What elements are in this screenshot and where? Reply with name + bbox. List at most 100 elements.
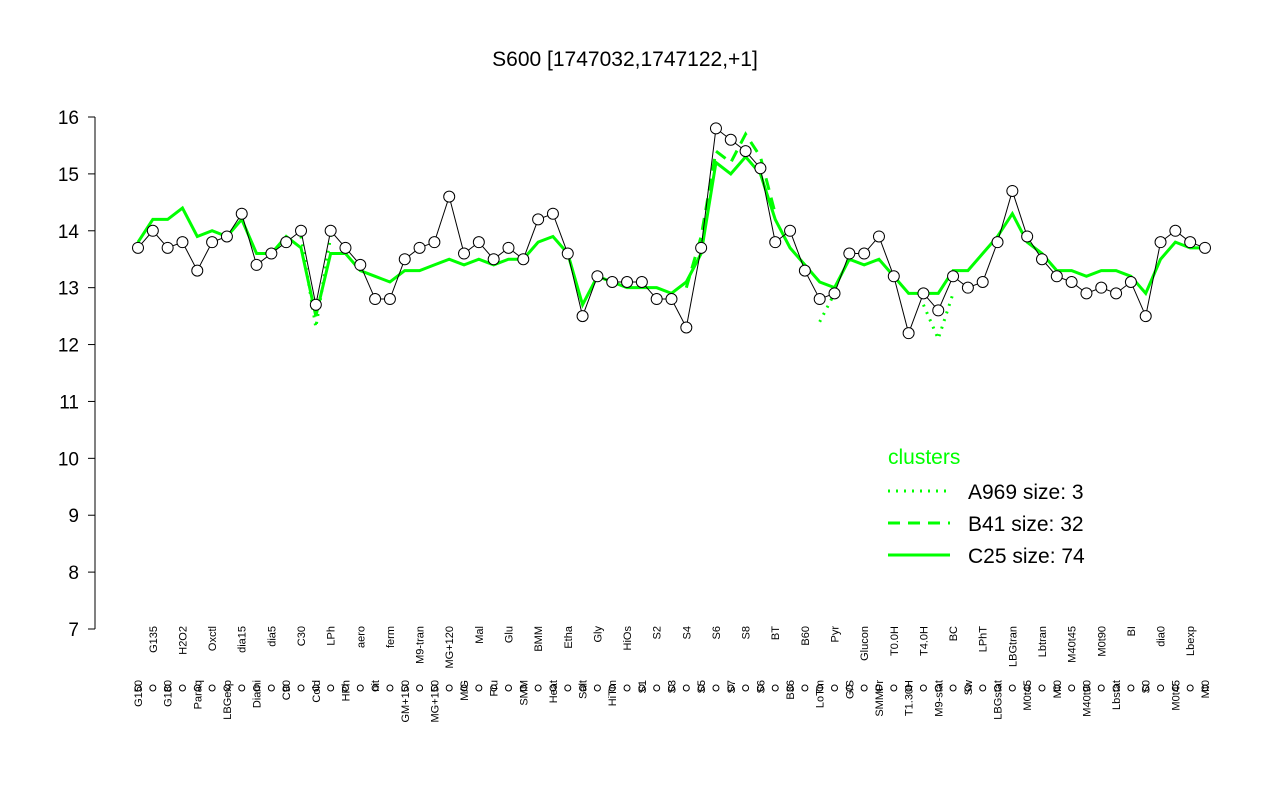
data-point: [413, 241, 426, 254]
x-tick-label: HPh: [340, 680, 352, 701]
cluster-line: [684, 131, 777, 289]
x-tick-label: dia15: [237, 626, 249, 653]
data-point: [280, 236, 293, 249]
data-point: [1021, 230, 1034, 243]
data-point: [295, 224, 308, 237]
data-point: [665, 293, 678, 306]
y-tick-label: 7: [68, 620, 79, 641]
data-point: [1065, 275, 1078, 288]
data-point: [1139, 310, 1152, 323]
x-rug: [519, 684, 527, 692]
x-tick-label: Heat: [548, 680, 560, 703]
x-rug: [445, 684, 453, 692]
y-tick-label: 15: [58, 165, 79, 186]
x-rug: [1053, 684, 1061, 692]
x-tick-label: T4.0H: [918, 626, 930, 656]
data-point: [487, 253, 500, 266]
x-rug: [164, 684, 172, 692]
data-point: [843, 247, 856, 260]
y-tick-label: 8: [68, 563, 79, 584]
x-rug: [1127, 684, 1135, 692]
x-rug: [608, 684, 616, 692]
x-tick-label: H2O2: [177, 626, 189, 655]
x-rug: [253, 684, 261, 692]
data-point: [606, 275, 619, 288]
legend-label: B41 size: 32: [968, 513, 1084, 536]
x-tick-label: M40t90: [1081, 680, 1093, 717]
data-point: [798, 264, 811, 277]
data-point: [947, 270, 960, 283]
x-tick-label: HiTm: [607, 680, 619, 706]
x-tick-label: Diami: [252, 680, 264, 708]
x-rug: [534, 684, 542, 692]
x-rug: [1038, 684, 1046, 692]
x-tick-label: M/G: [459, 680, 471, 701]
data-point: [1080, 287, 1093, 300]
x-rug: [905, 684, 913, 692]
x-rug: [1068, 684, 1076, 692]
x-rug: [1186, 684, 1194, 692]
x-tick-label: LBGexp: [222, 680, 234, 720]
x-tick-label: LBGtran: [1007, 626, 1019, 667]
x-tick-label: S5: [696, 680, 708, 693]
x-rug: [979, 684, 987, 692]
chart-title: S600 [1747032,1747122,+1]: [492, 48, 758, 71]
data-point: [250, 258, 263, 271]
x-rug: [653, 684, 661, 692]
data-point: [324, 224, 337, 237]
data-point: [828, 287, 841, 300]
x-rug: [178, 684, 186, 692]
data-point: [813, 293, 826, 306]
x-rug: [875, 684, 883, 692]
x-tick-label: M9-stat: [933, 680, 945, 717]
x-tick-label: Mal: [474, 626, 486, 644]
x-rug: [416, 684, 424, 692]
data-point: [443, 190, 456, 203]
x-tick-label: GM+150: [400, 680, 412, 723]
data-point: [591, 270, 604, 283]
x-tick-label: S7: [726, 680, 738, 693]
x-rug: [504, 684, 512, 692]
data-point: [1199, 241, 1211, 254]
data-point: [769, 236, 782, 249]
data-point: [383, 293, 396, 306]
x-tick-label: LBGstat: [993, 680, 1005, 720]
x-rug: [1157, 684, 1165, 692]
x-tick-label: Fru: [489, 680, 501, 697]
x-tick-label: B36: [785, 680, 797, 700]
data-point: [709, 122, 722, 135]
x-tick-label: S3: [667, 680, 679, 693]
data-point: [532, 213, 545, 226]
x-tick-label: Lbtran: [1037, 626, 1049, 657]
x-tick-label: S1: [637, 680, 649, 693]
x-rug: [193, 684, 201, 692]
x-rug: [564, 684, 572, 692]
x-rug: [1097, 684, 1105, 692]
data-point: [858, 247, 871, 260]
data-point: [739, 145, 752, 158]
x-tick-label: aero: [355, 626, 367, 648]
legend-title: clusters: [888, 446, 960, 469]
data-point: [932, 304, 945, 317]
data-point: [458, 247, 471, 260]
data-point: [339, 241, 352, 254]
x-rug: [134, 684, 142, 692]
y-tick-label: 12: [58, 336, 79, 357]
y-tick-label: 9: [68, 506, 79, 527]
x-tick-label: Sw: [963, 680, 975, 695]
x-tick-label: M0t90: [1096, 626, 1108, 657]
data-point: [398, 253, 411, 266]
data-point: [902, 327, 915, 340]
x-tick-label: Paraq: [192, 680, 204, 709]
x-rug: [919, 684, 927, 692]
x-rug: [401, 684, 409, 692]
x-tick-label: SMMPr: [874, 680, 886, 717]
data-point: [502, 241, 515, 254]
x-rug: [860, 684, 868, 692]
x-rug: [727, 684, 735, 692]
x-rug: [282, 684, 290, 692]
data-point: [784, 224, 797, 237]
x-tick-label: S6: [711, 626, 723, 639]
x-rug: [890, 684, 898, 692]
